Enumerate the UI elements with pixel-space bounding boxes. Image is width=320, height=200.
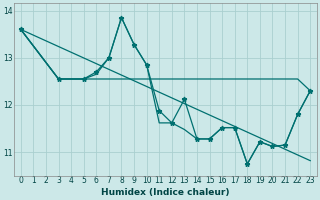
X-axis label: Humidex (Indice chaleur): Humidex (Indice chaleur) bbox=[101, 188, 230, 197]
